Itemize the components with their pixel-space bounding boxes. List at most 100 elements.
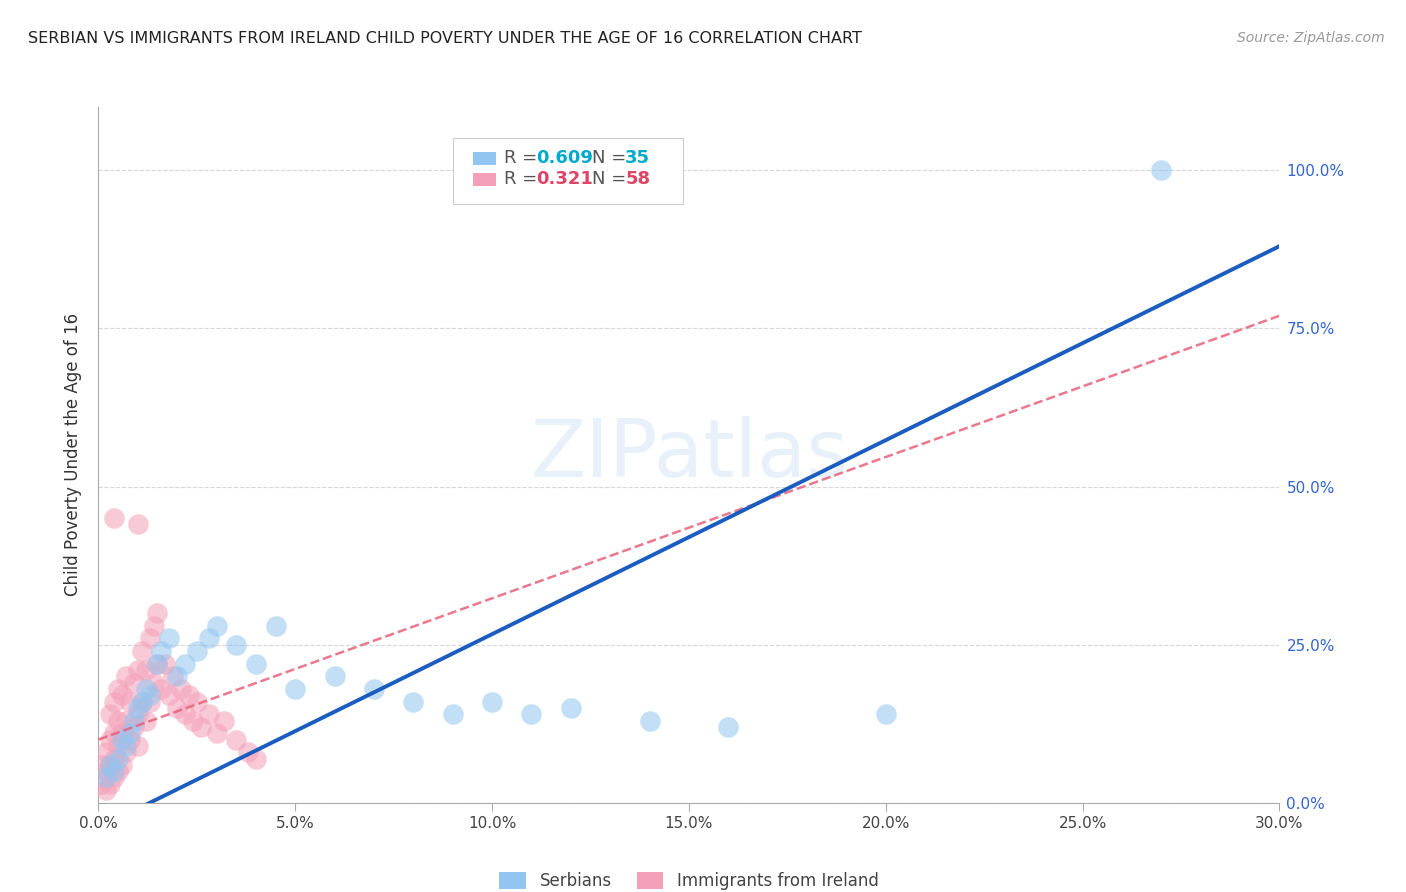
Point: [174, 707, 197, 722]
Point: [142, 618, 165, 632]
Point: [96, 764, 118, 779]
Text: 58: 58: [626, 170, 651, 188]
Point: [103, 751, 125, 765]
Point: [138, 695, 160, 709]
Point: [520, 707, 543, 722]
Point: [323, 669, 346, 683]
Point: [146, 657, 169, 671]
Point: [118, 732, 141, 747]
Point: [127, 663, 149, 677]
Point: [225, 638, 247, 652]
Point: [98, 777, 121, 791]
Point: [875, 707, 897, 722]
Point: [166, 669, 188, 683]
Point: [131, 695, 153, 709]
Text: 35: 35: [626, 149, 650, 167]
Point: [127, 701, 149, 715]
Point: [150, 644, 173, 658]
Point: [115, 745, 138, 759]
Point: [115, 714, 138, 728]
Text: 0.609: 0.609: [537, 149, 593, 167]
Point: [135, 681, 157, 696]
Point: [103, 726, 125, 740]
FancyBboxPatch shape: [453, 138, 683, 204]
Text: R =: R =: [503, 149, 543, 167]
Point: [181, 714, 204, 728]
Point: [155, 657, 177, 671]
Point: [127, 517, 149, 532]
Text: 0.321: 0.321: [537, 170, 593, 188]
Point: [441, 707, 464, 722]
Point: [111, 688, 134, 702]
Point: [186, 695, 208, 709]
Point: [122, 675, 145, 690]
Point: [157, 688, 180, 702]
Point: [174, 657, 197, 671]
Point: [115, 739, 138, 753]
Point: [111, 757, 134, 772]
Point: [146, 606, 169, 620]
Point: [142, 675, 165, 690]
Text: ZIPatlas: ZIPatlas: [530, 416, 848, 494]
Point: [98, 757, 121, 772]
Point: [107, 739, 129, 753]
Point: [103, 771, 125, 785]
Point: [111, 732, 134, 747]
Point: [150, 681, 173, 696]
Point: [98, 707, 121, 722]
Point: [98, 732, 121, 747]
Point: [111, 726, 134, 740]
Point: [96, 783, 118, 797]
Point: [205, 618, 228, 632]
Point: [135, 663, 157, 677]
Point: [638, 714, 661, 728]
Point: [186, 644, 208, 658]
Point: [122, 714, 145, 728]
Point: [107, 764, 129, 779]
FancyBboxPatch shape: [472, 153, 496, 165]
Text: N =: N =: [592, 170, 633, 188]
Point: [138, 688, 160, 702]
Legend: Serbians, Immigrants from Ireland: Serbians, Immigrants from Ireland: [491, 863, 887, 892]
Point: [107, 751, 129, 765]
Point: [131, 695, 153, 709]
Text: Source: ZipAtlas.com: Source: ZipAtlas.com: [1237, 31, 1385, 45]
Point: [118, 695, 141, 709]
Text: N =: N =: [592, 149, 633, 167]
Point: [481, 695, 503, 709]
Text: SERBIAN VS IMMIGRANTS FROM IRELAND CHILD POVERTY UNDER THE AGE OF 16 CORRELATION: SERBIAN VS IMMIGRANTS FROM IRELAND CHILD…: [28, 31, 862, 46]
Point: [363, 681, 385, 696]
Point: [717, 720, 740, 734]
Point: [146, 657, 169, 671]
Point: [560, 701, 582, 715]
Point: [214, 714, 236, 728]
Point: [103, 764, 125, 779]
Point: [107, 681, 129, 696]
FancyBboxPatch shape: [472, 173, 496, 186]
Point: [190, 720, 212, 734]
Point: [245, 751, 267, 765]
Point: [166, 701, 188, 715]
Point: [245, 657, 267, 671]
Point: [127, 707, 149, 722]
Point: [135, 714, 157, 728]
Point: [91, 757, 114, 772]
Point: [91, 777, 114, 791]
Point: [264, 618, 287, 632]
Point: [177, 688, 200, 702]
Point: [402, 695, 425, 709]
Point: [162, 669, 184, 683]
Point: [122, 720, 145, 734]
Point: [103, 695, 125, 709]
Point: [1150, 163, 1173, 178]
Point: [103, 511, 125, 525]
Point: [96, 771, 118, 785]
Text: R =: R =: [503, 170, 543, 188]
Point: [107, 714, 129, 728]
Point: [225, 732, 247, 747]
Point: [98, 757, 121, 772]
Point: [170, 681, 193, 696]
Point: [205, 726, 228, 740]
Point: [157, 632, 180, 646]
Point: [197, 707, 219, 722]
